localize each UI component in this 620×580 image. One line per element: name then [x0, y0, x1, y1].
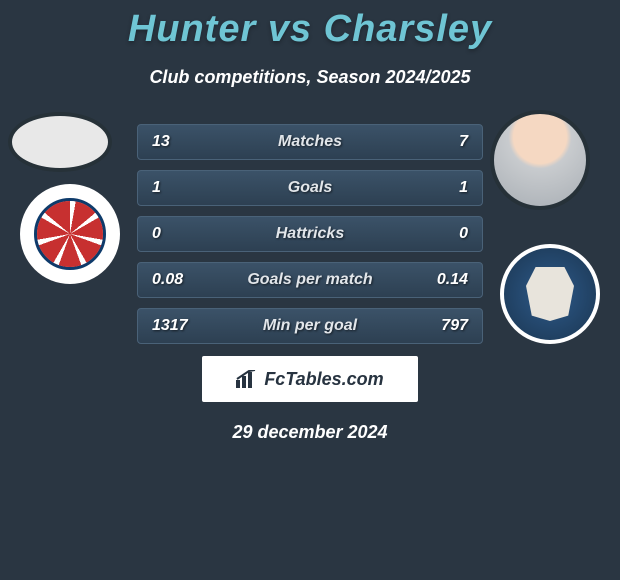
comparison-date: 29 december 2024 [0, 422, 620, 443]
team-logo-left [20, 184, 120, 284]
stat-label: Goals per match [200, 271, 420, 289]
stat-left-value: 1317 [152, 317, 200, 335]
stat-right-value: 797 [420, 317, 468, 335]
branding-text: FcTables.com [264, 369, 383, 390]
comparison-subtitle: Club competitions, Season 2024/2025 [0, 67, 620, 88]
stat-left-value: 1 [152, 179, 200, 197]
stat-label: Hattricks [200, 225, 420, 243]
table-row: 1 Goals 1 [137, 170, 483, 206]
player-photo-right [490, 110, 590, 210]
content-area: 13 Matches 7 1 Goals 1 0 Hattricks 0 0.0… [0, 124, 620, 443]
stats-table: 13 Matches 7 1 Goals 1 0 Hattricks 0 0.0… [137, 124, 483, 344]
stat-left-value: 0 [152, 225, 200, 243]
stat-label: Goals [200, 179, 420, 197]
table-row: 1317 Min per goal 797 [137, 308, 483, 344]
stat-right-value: 1 [420, 179, 468, 197]
stat-right-value: 0 [420, 225, 468, 243]
table-row: 0 Hattricks 0 [137, 216, 483, 252]
branding-badge: FcTables.com [202, 356, 418, 402]
team-logo-right [500, 244, 600, 344]
comparison-title: Hunter vs Charsley [0, 0, 620, 51]
player-photo-left [8, 112, 112, 172]
stat-label: Matches [200, 133, 420, 151]
stat-right-value: 7 [420, 133, 468, 151]
table-row: 0.08 Goals per match 0.14 [137, 262, 483, 298]
stat-label: Min per goal [200, 317, 420, 335]
table-row: 13 Matches 7 [137, 124, 483, 160]
stat-left-value: 0.08 [152, 271, 200, 289]
bar-chart-icon [236, 370, 258, 388]
stat-left-value: 13 [152, 133, 200, 151]
stat-right-value: 0.14 [420, 271, 468, 289]
